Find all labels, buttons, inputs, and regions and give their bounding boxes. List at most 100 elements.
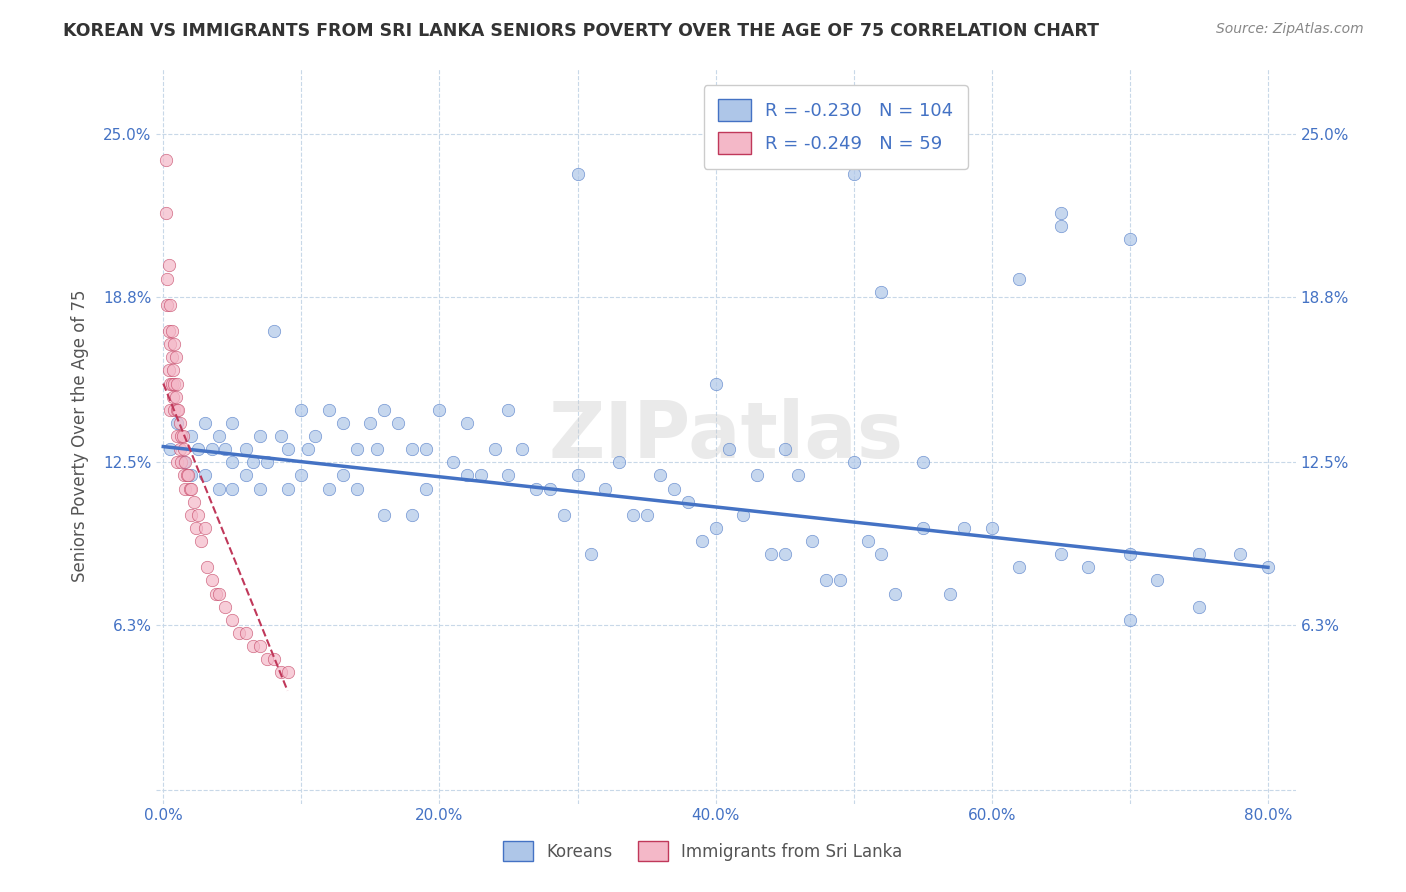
Point — [174, 482, 197, 496]
Point — [166, 376, 188, 391]
Point — [263, 652, 285, 666]
Point — [186, 521, 208, 535]
Point — [842, 167, 865, 181]
Point — [366, 442, 388, 457]
Point — [183, 494, 205, 508]
Point — [157, 259, 180, 273]
Point — [166, 416, 188, 430]
Point — [401, 442, 423, 457]
Point — [242, 455, 264, 469]
Point — [162, 390, 184, 404]
Point — [318, 402, 340, 417]
Point — [155, 206, 177, 220]
Point — [456, 416, 478, 430]
Point — [170, 455, 193, 469]
Point — [498, 402, 520, 417]
Point — [593, 482, 616, 496]
Point — [176, 468, 198, 483]
Point — [270, 429, 292, 443]
Point — [1119, 547, 1142, 561]
Point — [180, 429, 202, 443]
Point — [1077, 560, 1099, 574]
Point — [167, 402, 190, 417]
Point — [172, 429, 194, 443]
Point — [157, 324, 180, 338]
Point — [607, 455, 630, 469]
Point — [484, 442, 506, 457]
Point — [190, 534, 212, 549]
Point — [621, 508, 644, 522]
Point — [159, 376, 181, 391]
Point — [1050, 206, 1073, 220]
Point — [815, 574, 838, 588]
Point — [704, 376, 727, 391]
Point — [346, 482, 368, 496]
Point — [169, 442, 191, 457]
Point — [228, 626, 250, 640]
Point — [207, 482, 229, 496]
Point — [415, 442, 437, 457]
Point — [256, 652, 278, 666]
Point — [221, 482, 243, 496]
Point — [194, 468, 217, 483]
Point — [718, 442, 741, 457]
Point — [235, 442, 257, 457]
Point — [441, 455, 464, 469]
Point — [194, 416, 217, 430]
Point — [401, 508, 423, 522]
Point — [676, 494, 699, 508]
Point — [524, 482, 547, 496]
Point — [277, 482, 299, 496]
Point — [155, 153, 177, 168]
Point — [415, 482, 437, 496]
Point — [318, 482, 340, 496]
Point — [884, 586, 907, 600]
Point — [636, 508, 658, 522]
Point — [249, 639, 271, 653]
Point — [159, 402, 181, 417]
Point — [581, 547, 603, 561]
Point — [221, 613, 243, 627]
Point — [235, 626, 257, 640]
Legend: R = -0.230   N = 104, R = -0.249   N = 59: R = -0.230 N = 104, R = -0.249 N = 59 — [703, 85, 967, 169]
Point — [664, 482, 686, 496]
Point — [870, 547, 893, 561]
Point — [204, 586, 226, 600]
Text: Source: ZipAtlas.com: Source: ZipAtlas.com — [1216, 22, 1364, 37]
Point — [200, 574, 222, 588]
Point — [163, 402, 186, 417]
Point — [567, 167, 589, 181]
Point — [842, 455, 865, 469]
Point — [759, 547, 782, 561]
Point — [650, 468, 672, 483]
Point — [180, 482, 202, 496]
Point — [359, 416, 381, 430]
Point — [173, 442, 195, 457]
Point — [165, 351, 187, 365]
Point — [173, 455, 195, 469]
Point — [1050, 547, 1073, 561]
Point — [160, 351, 183, 365]
Point — [249, 482, 271, 496]
Point — [179, 482, 201, 496]
Point — [373, 508, 395, 522]
Point — [214, 599, 236, 614]
Text: ZIPatlas: ZIPatlas — [548, 398, 904, 474]
Point — [187, 508, 209, 522]
Point — [1119, 613, 1142, 627]
Point — [704, 521, 727, 535]
Point — [773, 547, 796, 561]
Point — [159, 442, 181, 457]
Point — [290, 402, 312, 417]
Point — [870, 285, 893, 299]
Point — [470, 468, 492, 483]
Point — [1008, 271, 1031, 285]
Point — [1050, 219, 1073, 233]
Point — [159, 298, 181, 312]
Point — [538, 482, 561, 496]
Point — [911, 521, 934, 535]
Point — [187, 442, 209, 457]
Point — [235, 468, 257, 483]
Point — [163, 337, 186, 351]
Point — [801, 534, 824, 549]
